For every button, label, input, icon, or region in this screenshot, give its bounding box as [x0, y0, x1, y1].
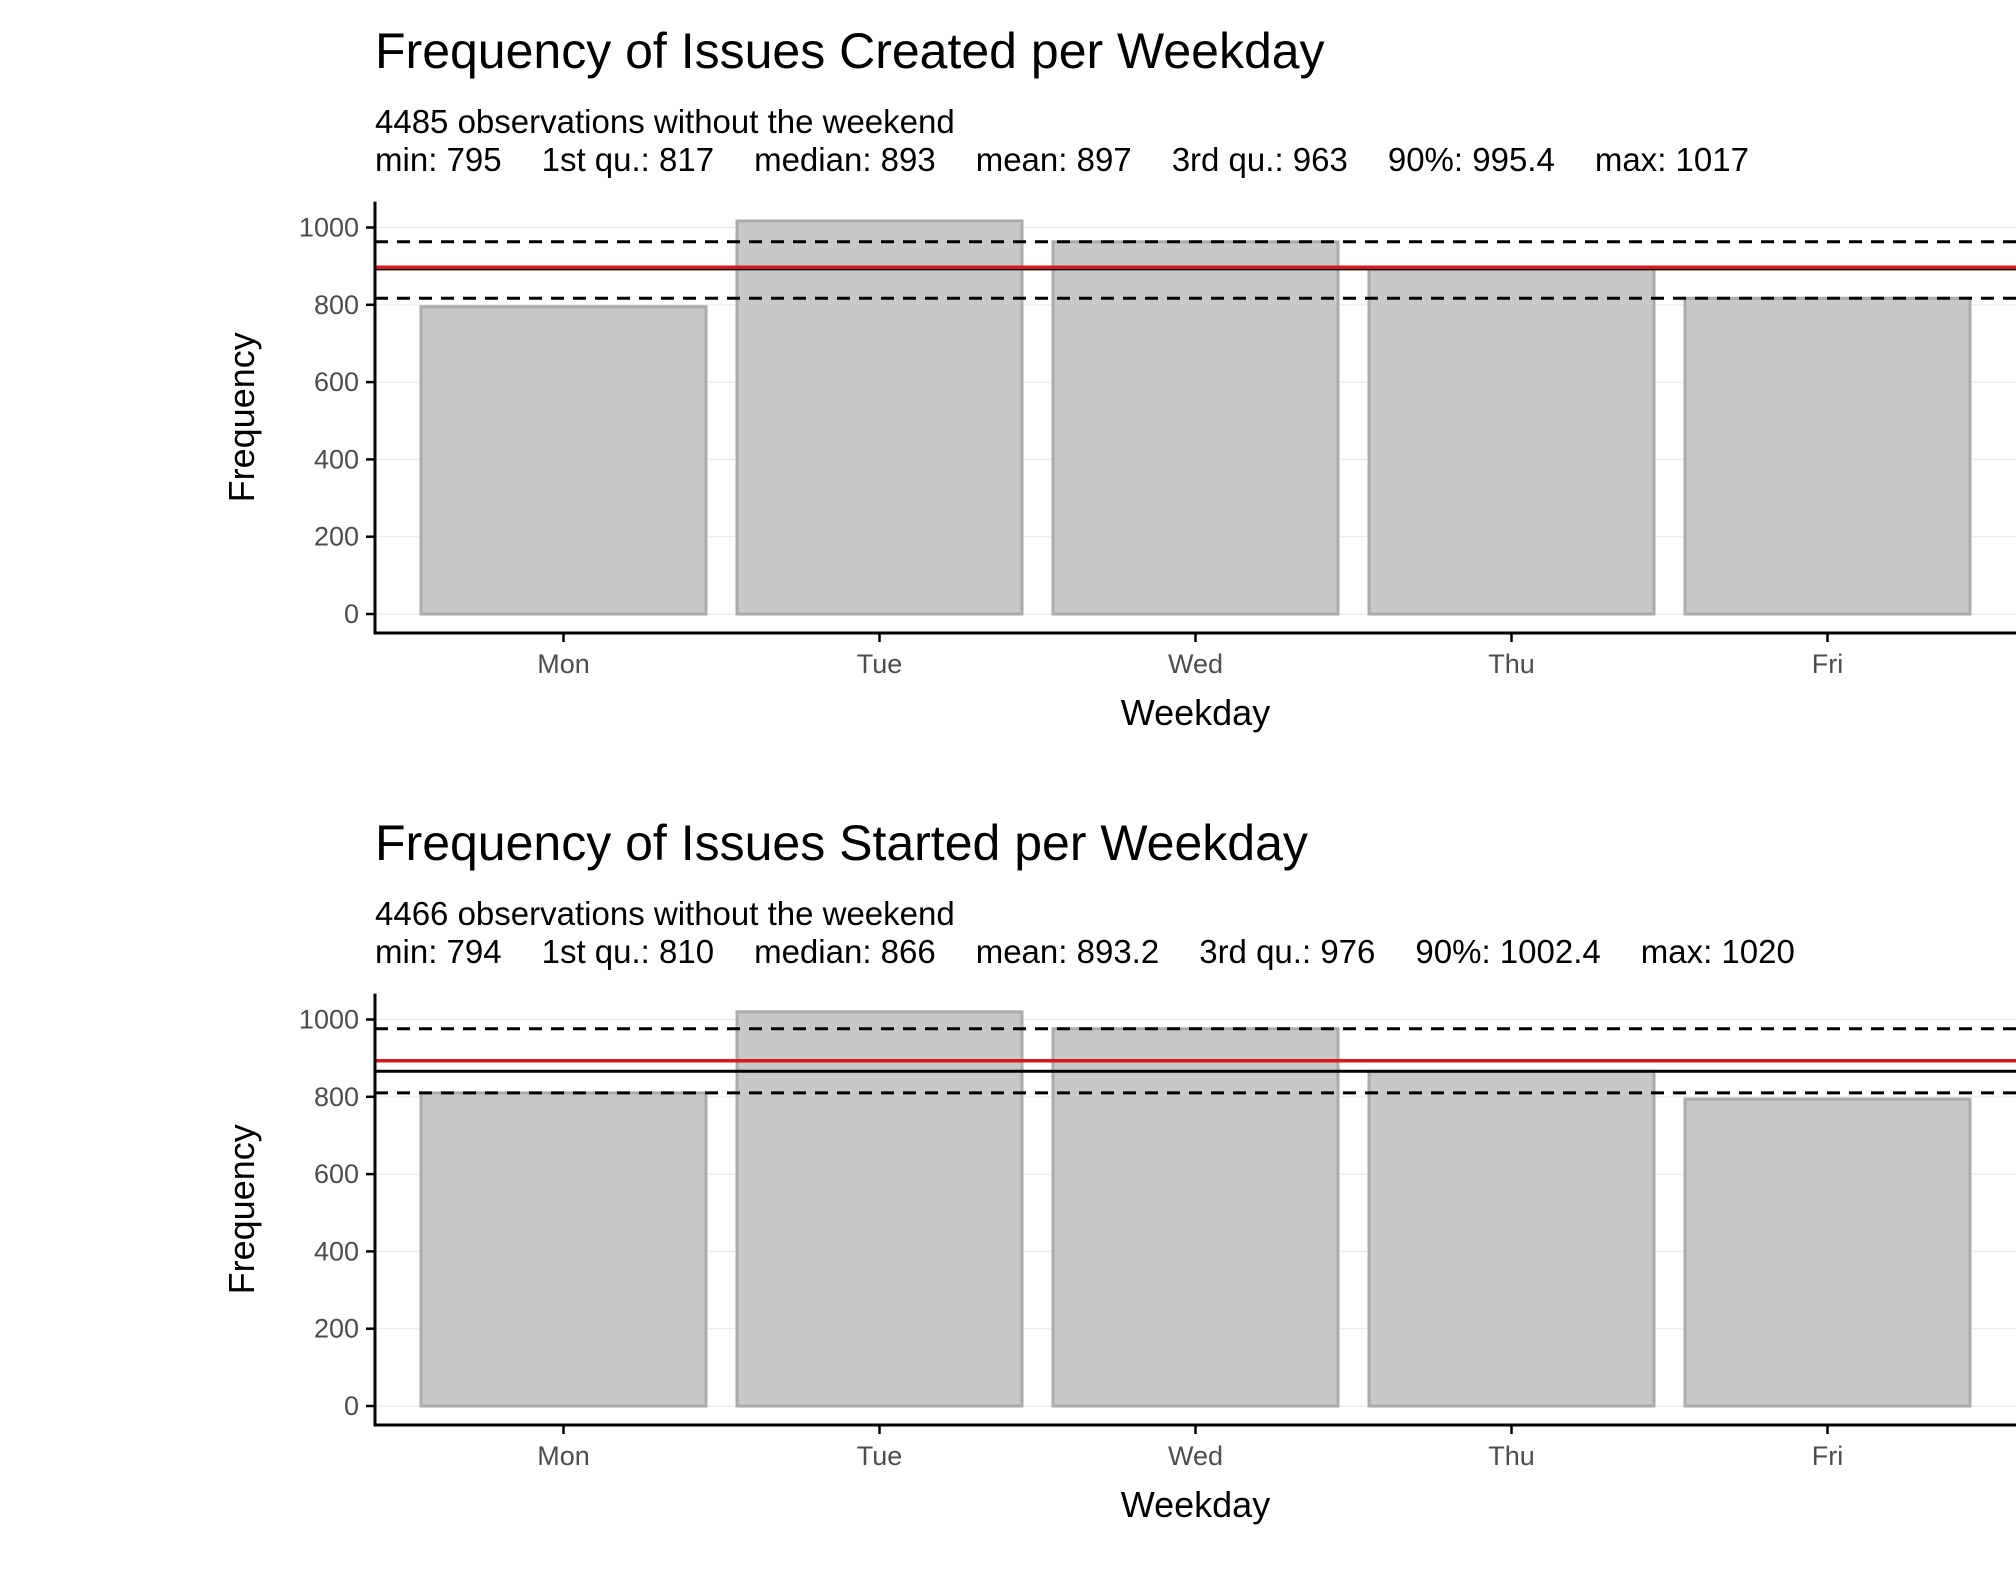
stat-mean: mean: 897 [975, 141, 1132, 178]
bar-mon [419, 305, 708, 616]
bar-chart: 0 200 400 600 800 1000 Mon Tue Wed Thu Fri Weekday F… [221, 993, 2016, 1525]
y-tick-label: 200 [314, 1314, 359, 1344]
bar-tue [735, 1010, 1024, 1408]
x-tick-label: Fri [1812, 1441, 1843, 1471]
summary-stats: min: 795 1st qu.: 817 median: 893 mean: 897… [375, 141, 1789, 179]
x-tick-label: Fri [1812, 649, 1843, 679]
y-tick-label: 800 [314, 1082, 359, 1112]
y-tick-label: 800 [314, 290, 359, 320]
bar-mon [419, 1091, 708, 1408]
stat-max: max: 1017 [1594, 141, 1749, 178]
x-tick-label: Wed [1168, 649, 1223, 679]
bar-fri [1683, 1097, 1972, 1408]
x-tick-label: Wed [1168, 1441, 1223, 1471]
stat-third-quartile: 3rd qu.: 976 [1199, 933, 1376, 970]
x-tick-label: Mon [537, 649, 590, 679]
y-tick-label: 200 [314, 522, 359, 552]
stat-third-quartile: 3rd qu.: 963 [1171, 141, 1348, 178]
y-tick-label: 1000 [299, 1005, 359, 1035]
stat-min: min: 795 [375, 141, 502, 178]
y-tick-label: 600 [314, 1159, 359, 1189]
bar-tue [735, 219, 1024, 616]
chart-title: Frequency of Issues Started per Weekday [375, 815, 1308, 871]
bar-wed [1051, 1027, 1340, 1408]
y-tick-label: 600 [314, 367, 359, 397]
y-axis-title: Frequency [221, 1124, 262, 1294]
bar-fri [1683, 296, 1972, 616]
x-tick-label: Tue [857, 1441, 903, 1471]
x-tick-label: Mon [537, 1441, 590, 1471]
bar-thu [1367, 1069, 1656, 1408]
stat-median: median: 866 [754, 933, 936, 970]
x-tick-label: Tue [857, 649, 903, 679]
stat-median: median: 893 [754, 141, 936, 178]
bar-thu [1367, 267, 1656, 616]
stat-first-quartile: 1st qu.: 817 [541, 141, 715, 178]
y-axis-title: Frequency [221, 332, 262, 502]
y-tick-label: 400 [314, 444, 359, 474]
stat-min: min: 794 [375, 933, 502, 970]
chart-title: Frequency of Issues Created per Weekday [375, 23, 1325, 79]
chart-subtitle: 4466 observations without the weekend [375, 895, 955, 932]
stat-max: max: 1020 [1640, 933, 1795, 970]
y-tick-label: 400 [314, 1236, 359, 1266]
chart-subtitle: 4485 observations without the weekend [375, 103, 955, 140]
stat-90-percentile: 90%: 995.4 [1387, 141, 1555, 178]
y-tick-label: 0 [344, 599, 359, 629]
y-tick-label: 1000 [299, 213, 359, 243]
chart-panel-started: Frequency of Issues Started per Weekday … [0, 792, 2016, 1584]
x-axis-title: Weekday [1121, 692, 1270, 733]
x-tick-label: Thu [1488, 1441, 1535, 1471]
summary-stats: min: 794 1st qu.: 810 median: 866 mean: 893… [375, 933, 1835, 971]
stat-mean: mean: 893.2 [975, 933, 1160, 970]
chart-panel-created: Frequency of Issues Created per Weekday … [221, 23, 2016, 733]
stat-90-percentile: 90%: 1002.4 [1415, 933, 1601, 970]
bar-chart: 0 200 400 600 800 1000 Mon Tue Wed Thu Fri Weekday F… [221, 201, 2016, 733]
x-tick-label: Thu [1488, 649, 1535, 679]
stat-first-quartile: 1st qu.: 810 [541, 933, 715, 970]
x-axis-title: Weekday [1121, 1484, 1270, 1525]
y-tick-label: 0 [344, 1391, 359, 1421]
